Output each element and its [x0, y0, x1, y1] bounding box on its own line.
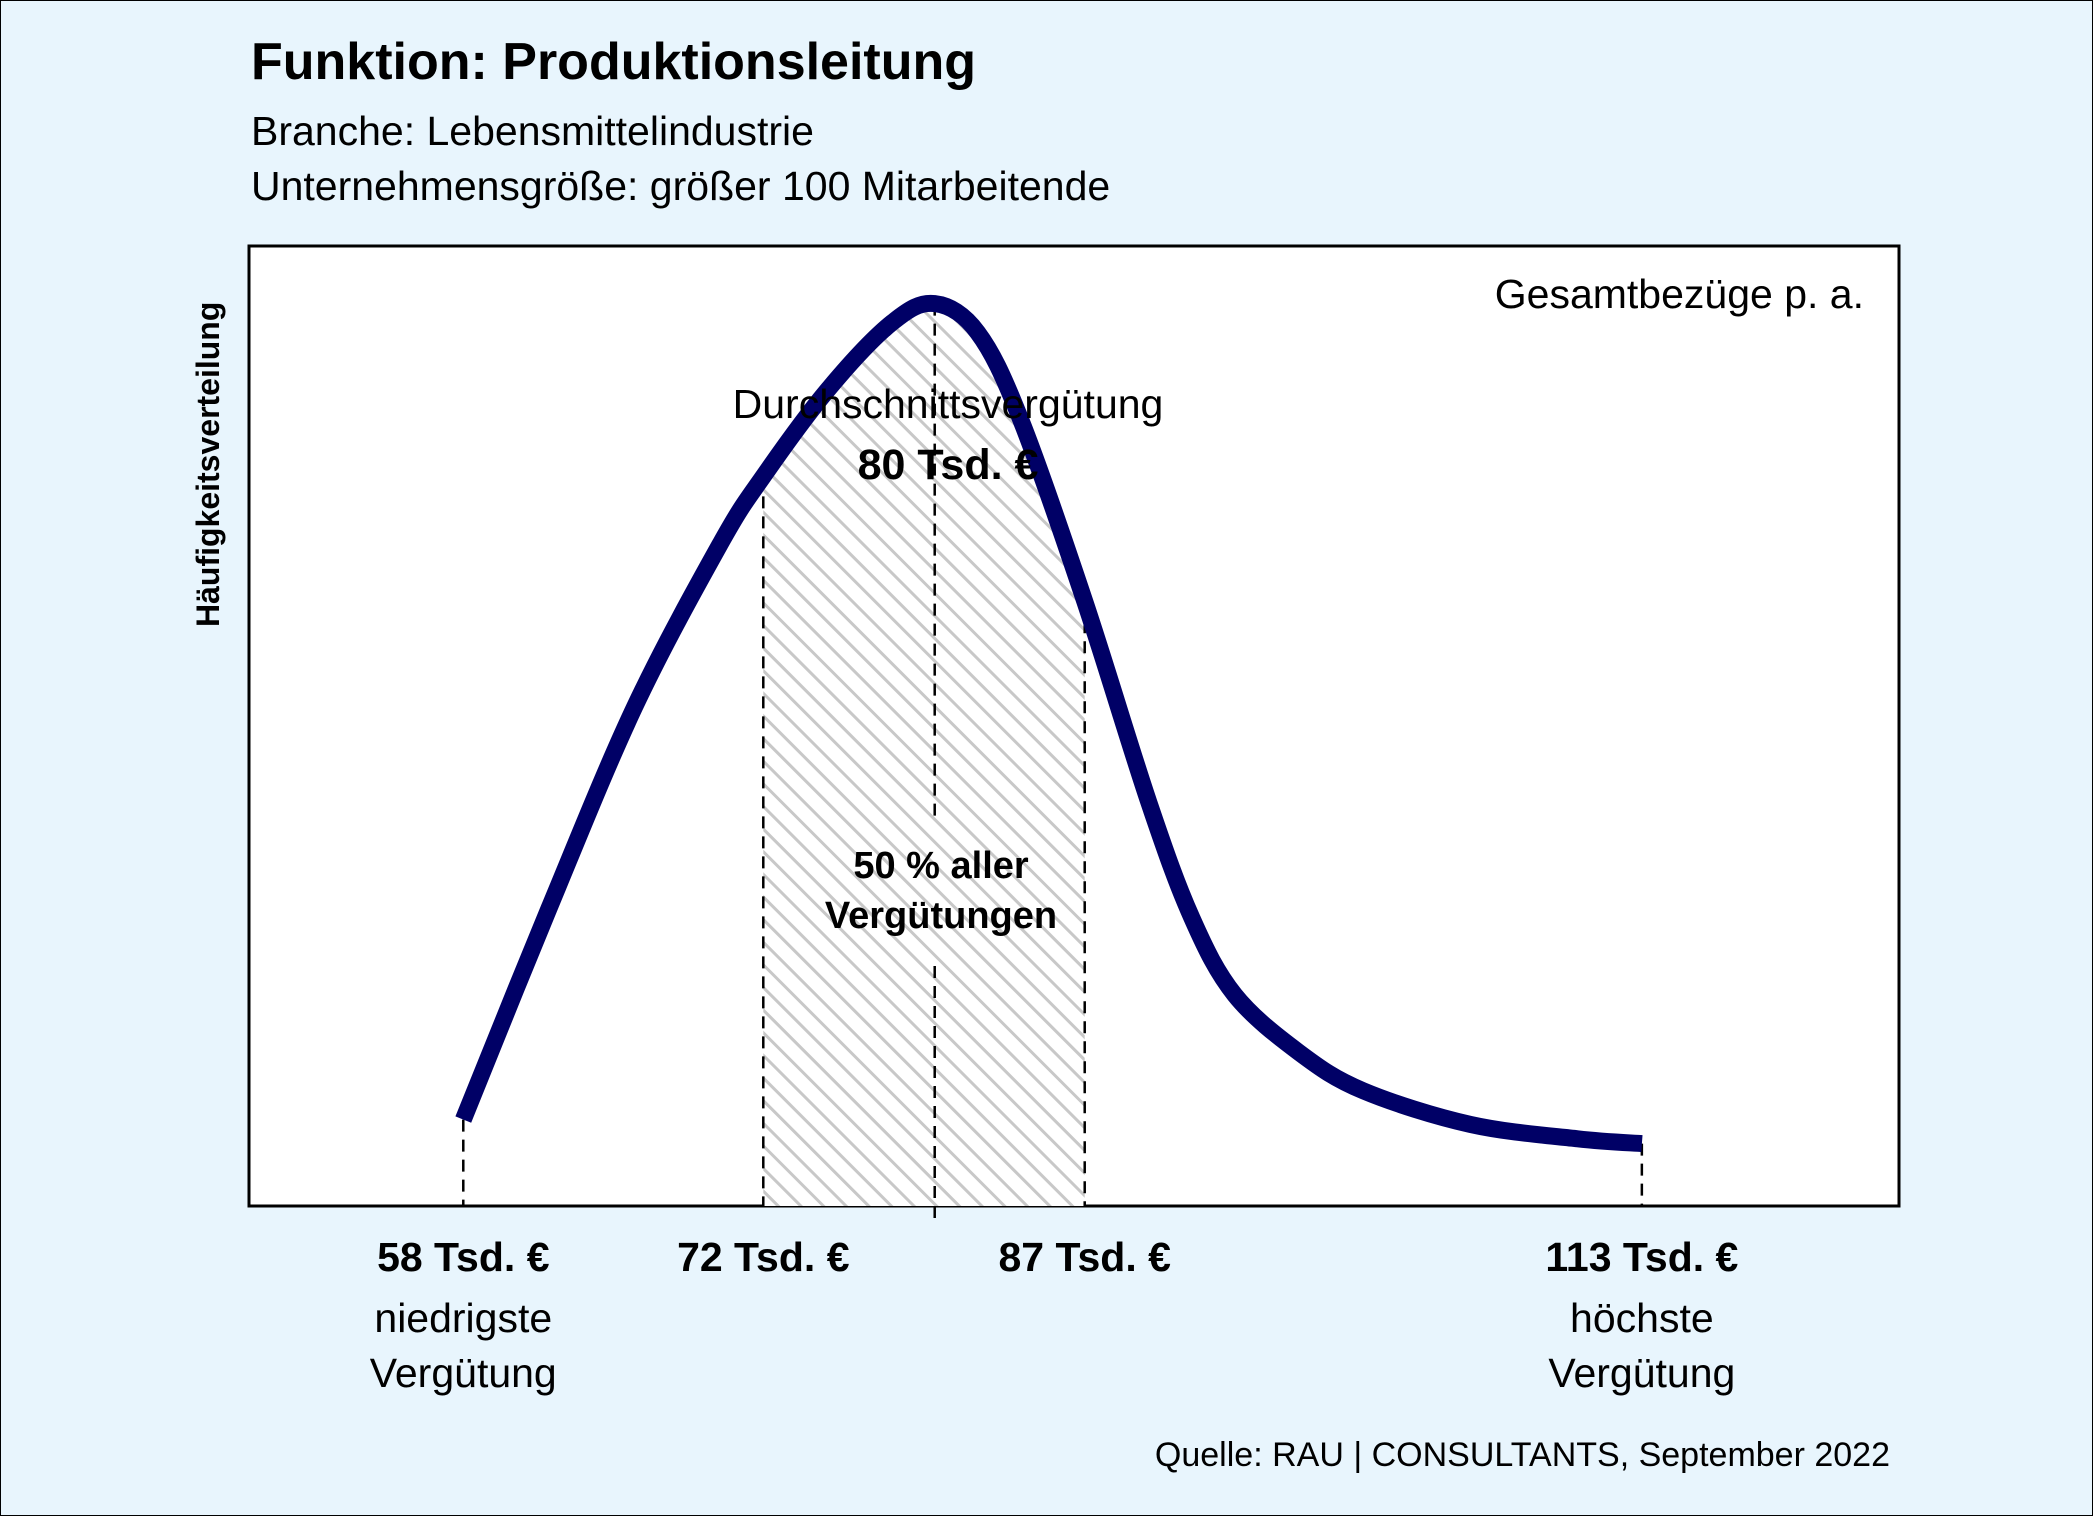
band-hatch-area	[763, 303, 1085, 1206]
average-label: Durchschnittsvergütung	[732, 381, 1164, 427]
source-note: Quelle: RAU | CONSULTANTS, September 202…	[1154, 1436, 1890, 1474]
tick-caption-line-1: höchste	[1570, 1295, 1714, 1341]
distribution-curve	[455, 294, 1643, 1153]
subtitle-industry: Branche: Lebensmittelindustrie	[251, 108, 814, 154]
corner-label: Gesamtbezüge p. a.	[1494, 271, 1864, 317]
tick-label-72: 72 Tsd. €	[677, 1234, 850, 1280]
tick-caption-113: höchste Vergütung	[1492, 1291, 1792, 1401]
band-label: 50 % aller Vergütungen	[791, 841, 1091, 941]
tick-caption-line-1: niedrigste	[374, 1295, 553, 1341]
chart-title: Funktion: Produktionsleitung	[251, 33, 977, 91]
tick-caption-line-2: Vergütung	[1548, 1350, 1736, 1396]
band-label-line-2: Vergütungen	[824, 895, 1058, 937]
average-value: 80 Tsd. €	[857, 441, 1039, 489]
band-label-line-1: 50 % aller	[853, 845, 1029, 887]
tick-label-58: 58 Tsd. €	[377, 1234, 550, 1280]
tick-caption-58: niedrigste Vergütung	[313, 1291, 613, 1401]
subtitle-company-size: Unternehmensgröße: größer 100 Mitarbeite…	[251, 163, 1111, 209]
tick-caption-line-2: Vergütung	[369, 1350, 557, 1396]
tick-label-113: 113 Tsd. €	[1545, 1234, 1739, 1280]
tick-label-87: 87 Tsd. €	[998, 1234, 1171, 1280]
